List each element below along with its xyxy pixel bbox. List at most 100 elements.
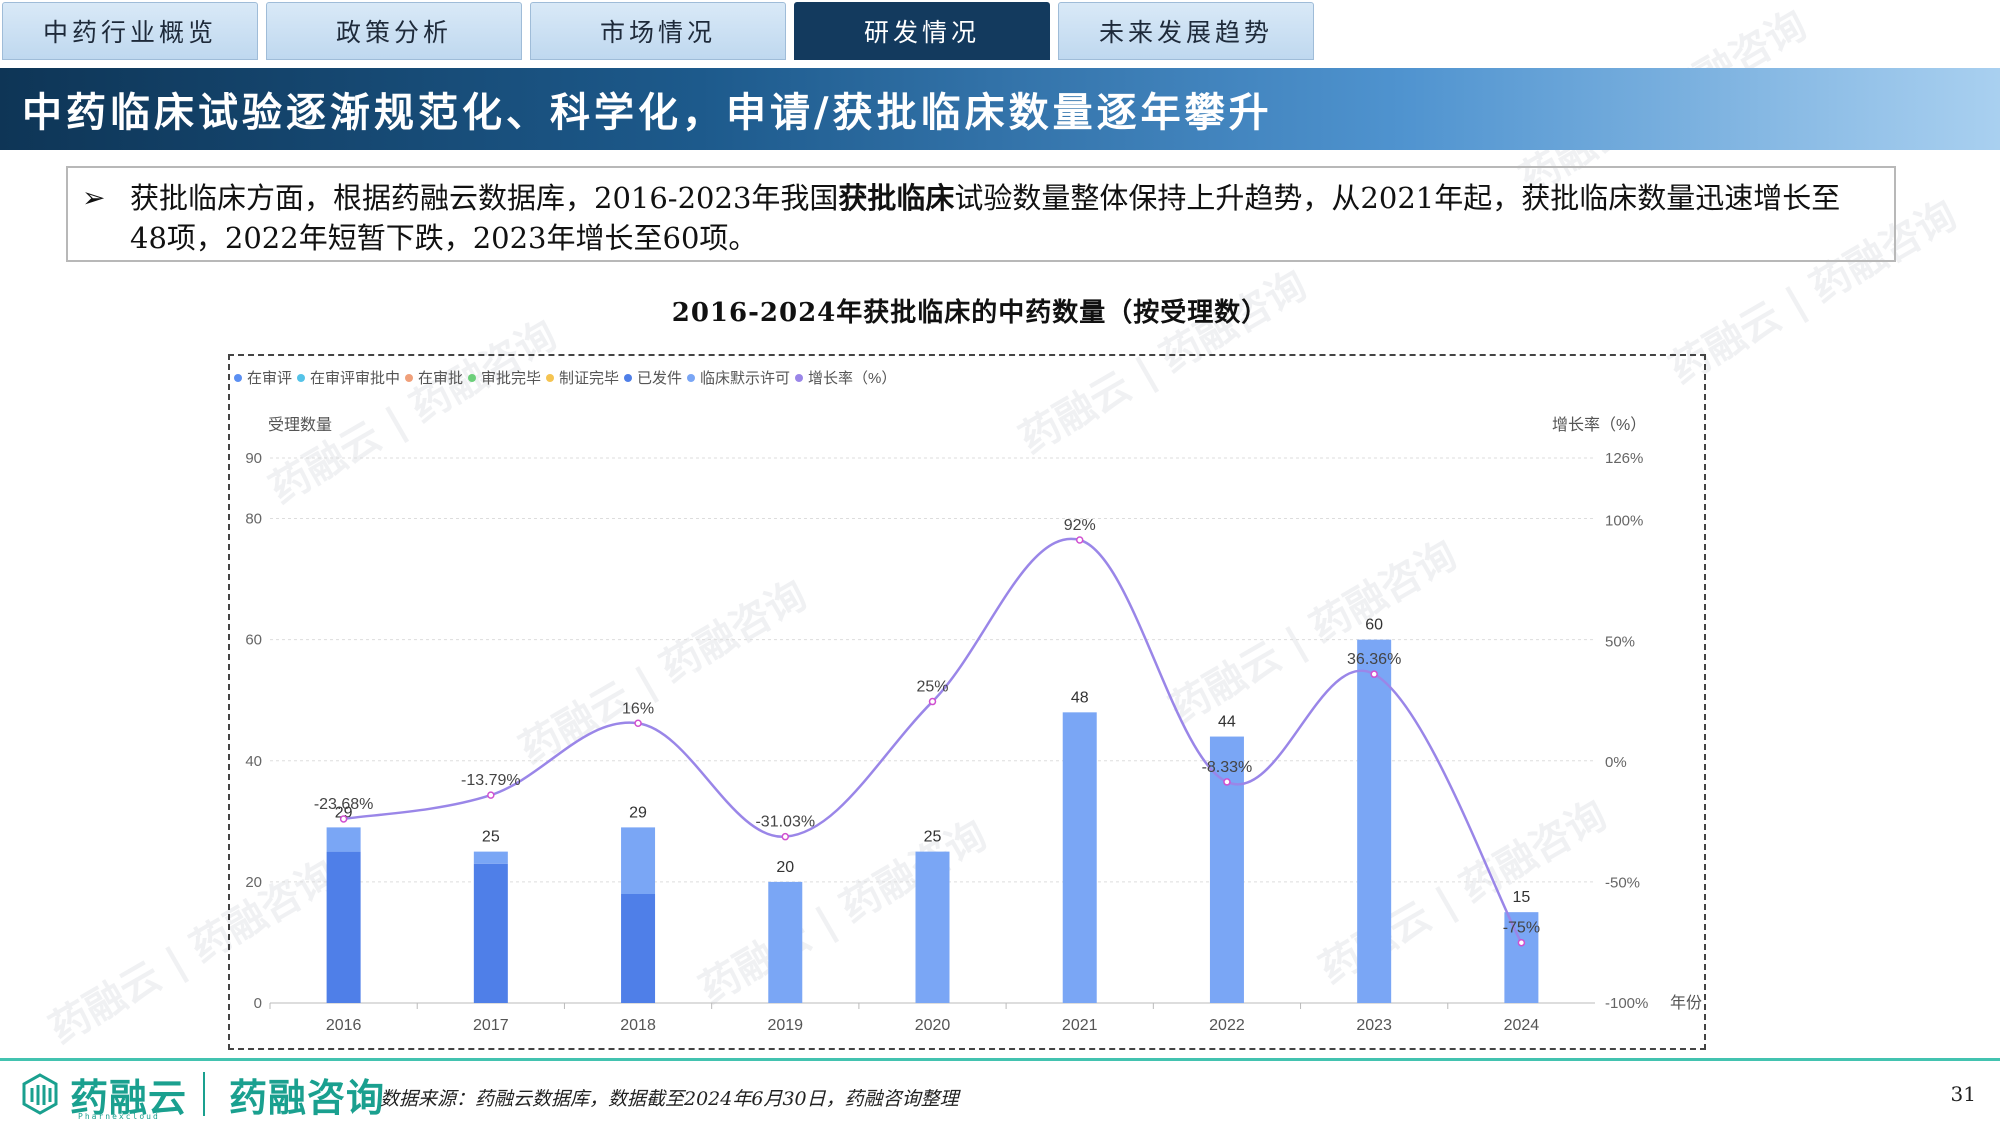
growth-label: -75% bbox=[1503, 920, 1540, 937]
legend-marker bbox=[624, 374, 632, 382]
page-title: 中药临床试验逐渐规范化、科学化，申请/获批临床数量逐年攀升 bbox=[22, 89, 1273, 136]
y2-tick-label: -100% bbox=[1605, 995, 1648, 1012]
growth-point bbox=[634, 719, 642, 728]
growth-point bbox=[781, 832, 790, 841]
brand-subtitle: Pharnexcloud bbox=[78, 1112, 160, 1121]
y-tick-label: 60 bbox=[245, 632, 262, 649]
growth-point bbox=[1370, 670, 1378, 678]
bar-value-label: 48 bbox=[1071, 689, 1089, 706]
tab-policy-analysis[interactable]: 政策分析 bbox=[266, 2, 522, 60]
x-tick-label: 2020 bbox=[915, 1017, 951, 1034]
x-tick-label: 2017 bbox=[473, 1017, 509, 1034]
growth-rate-line bbox=[343, 537, 1523, 944]
bar-value-label: 25 bbox=[924, 829, 942, 846]
bar-value-label: 29 bbox=[629, 804, 647, 821]
bar-2024 bbox=[1504, 912, 1539, 1003]
growth-label: -31.03% bbox=[755, 814, 815, 831]
tab-rnd[interactable]: 研发情况 bbox=[794, 2, 1050, 60]
growth-label: -23.68% bbox=[314, 796, 374, 813]
y2-tick-label: 50% bbox=[1605, 633, 1635, 650]
y-tick-label: 90 bbox=[245, 450, 262, 467]
x-tick-label: 2016 bbox=[326, 1017, 362, 1034]
y-tick-label: 80 bbox=[245, 511, 262, 528]
chart-frame bbox=[228, 354, 1706, 1050]
growth-point bbox=[928, 697, 937, 706]
bar-2017 bbox=[473, 863, 508, 1003]
legend-marker bbox=[405, 374, 413, 382]
y2-axis-title: 增长率（%） bbox=[1552, 416, 1646, 434]
bar-value-label: 15 bbox=[1512, 889, 1530, 906]
legend-label: 临床默示许可 bbox=[700, 370, 790, 387]
tab-bar: 中药行业概览 政策分析 市场情况 研发情况 未来发展趋势 bbox=[0, 0, 2000, 62]
summary-box: ➢ 获批临床方面，根据药融云数据库，2016-2023年我国获批临床试验数量整体… bbox=[66, 166, 1896, 262]
brand-logo-icon bbox=[22, 1073, 58, 1115]
brand-name: 药融云 bbox=[70, 1075, 188, 1120]
y2-tick-label: 0% bbox=[1605, 754, 1627, 771]
growth-point bbox=[1075, 536, 1084, 544]
legend-marker bbox=[234, 374, 242, 382]
growth-label: 16% bbox=[622, 700, 654, 717]
summary-text-cont: 试验数量整体保持上升趋势，从2021年起，获批临床数量迅速增长至48项，2022… bbox=[130, 181, 1841, 255]
legend-label: 在审批 bbox=[418, 370, 463, 387]
growth-point bbox=[487, 791, 495, 799]
legend-label: 在审评审批中 bbox=[310, 370, 400, 387]
brand-consulting: 药融咨询 bbox=[229, 1075, 386, 1120]
bar-2022 bbox=[1209, 736, 1244, 1003]
bar-value-label: 20 bbox=[776, 859, 794, 876]
legend-label: 已发件 bbox=[637, 370, 682, 387]
summary-bold: 获批临床 bbox=[838, 181, 955, 215]
footer-divider bbox=[0, 1058, 2000, 1061]
brand-separator bbox=[203, 1072, 206, 1116]
y-axis-title: 受理数量 bbox=[268, 416, 332, 434]
x-axis-title: 年份 bbox=[1670, 994, 1702, 1012]
legend-label: 审批完毕 bbox=[481, 370, 541, 387]
growth-label: -13.79% bbox=[461, 772, 521, 789]
tab-industry-overview[interactable]: 中药行业概览 bbox=[2, 2, 258, 60]
legend-marker bbox=[297, 374, 305, 382]
legend-label: 制证完毕 bbox=[559, 370, 619, 387]
bar-2016 bbox=[326, 827, 361, 852]
chart-title: 2016-2024年获批临床的中药数量（按受理数） bbox=[671, 298, 1269, 328]
legend-marker bbox=[795, 374, 803, 382]
growth-label: -8.33% bbox=[1202, 759, 1253, 776]
x-tick-label: 2022 bbox=[1209, 1017, 1245, 1034]
growth-point bbox=[1517, 938, 1526, 947]
y2-tick-label: -50% bbox=[1605, 874, 1640, 891]
bar-2019 bbox=[768, 881, 803, 1003]
x-tick-label: 2018 bbox=[620, 1017, 656, 1034]
page-number: 31 bbox=[1950, 1082, 1976, 1106]
legend-marker bbox=[687, 374, 695, 382]
tab-future-trends[interactable]: 未来发展趋势 bbox=[1058, 2, 1314, 60]
bar-2017 bbox=[473, 851, 508, 864]
legend-label: 在审评 bbox=[247, 370, 292, 387]
bar-2016 bbox=[326, 851, 361, 1003]
legend-marker bbox=[546, 374, 554, 382]
growth-point bbox=[1223, 778, 1231, 786]
growth-point bbox=[339, 815, 348, 823]
y-tick-label: 40 bbox=[245, 753, 262, 770]
bar-value-label: 25 bbox=[482, 829, 500, 846]
title-banner: 中药临床试验逐渐规范化、科学化，申请/获批临床数量逐年攀升 bbox=[0, 68, 2000, 150]
y2-tick-label: 126% bbox=[1605, 450, 1643, 467]
growth-label: 36.36% bbox=[1347, 651, 1401, 668]
footer-brand: 药融云 Pharnexcloud 药融咨询 bbox=[18, 1064, 385, 1124]
bullet-arrow-icon: ➢ bbox=[82, 181, 106, 214]
x-tick-label: 2023 bbox=[1356, 1017, 1392, 1034]
legend-label: 增长率（%） bbox=[808, 370, 896, 387]
y2-tick-label: 100% bbox=[1605, 513, 1643, 530]
y-tick-label: 20 bbox=[245, 874, 262, 891]
y-tick-label: 0 bbox=[254, 995, 262, 1012]
bar-2020 bbox=[915, 851, 950, 1003]
x-tick-label: 2021 bbox=[1062, 1017, 1098, 1034]
x-tick-label: 2019 bbox=[767, 1017, 803, 1034]
tab-market[interactable]: 市场情况 bbox=[530, 2, 786, 60]
x-tick-label: 2024 bbox=[1504, 1017, 1540, 1034]
bar-2018 bbox=[621, 827, 656, 894]
bar-2023 bbox=[1357, 639, 1392, 1003]
bar-value-label: 44 bbox=[1218, 714, 1236, 731]
bar-2021 bbox=[1062, 712, 1097, 1003]
summary-text: 获批临床方面，根据药融云数据库，2016-2023年我国 bbox=[130, 181, 839, 215]
bar-2018 bbox=[621, 894, 656, 1003]
data-source: 数据来源：药融云数据库，数据截至2024年6月30日，药融咨询整理 bbox=[380, 1088, 959, 1110]
